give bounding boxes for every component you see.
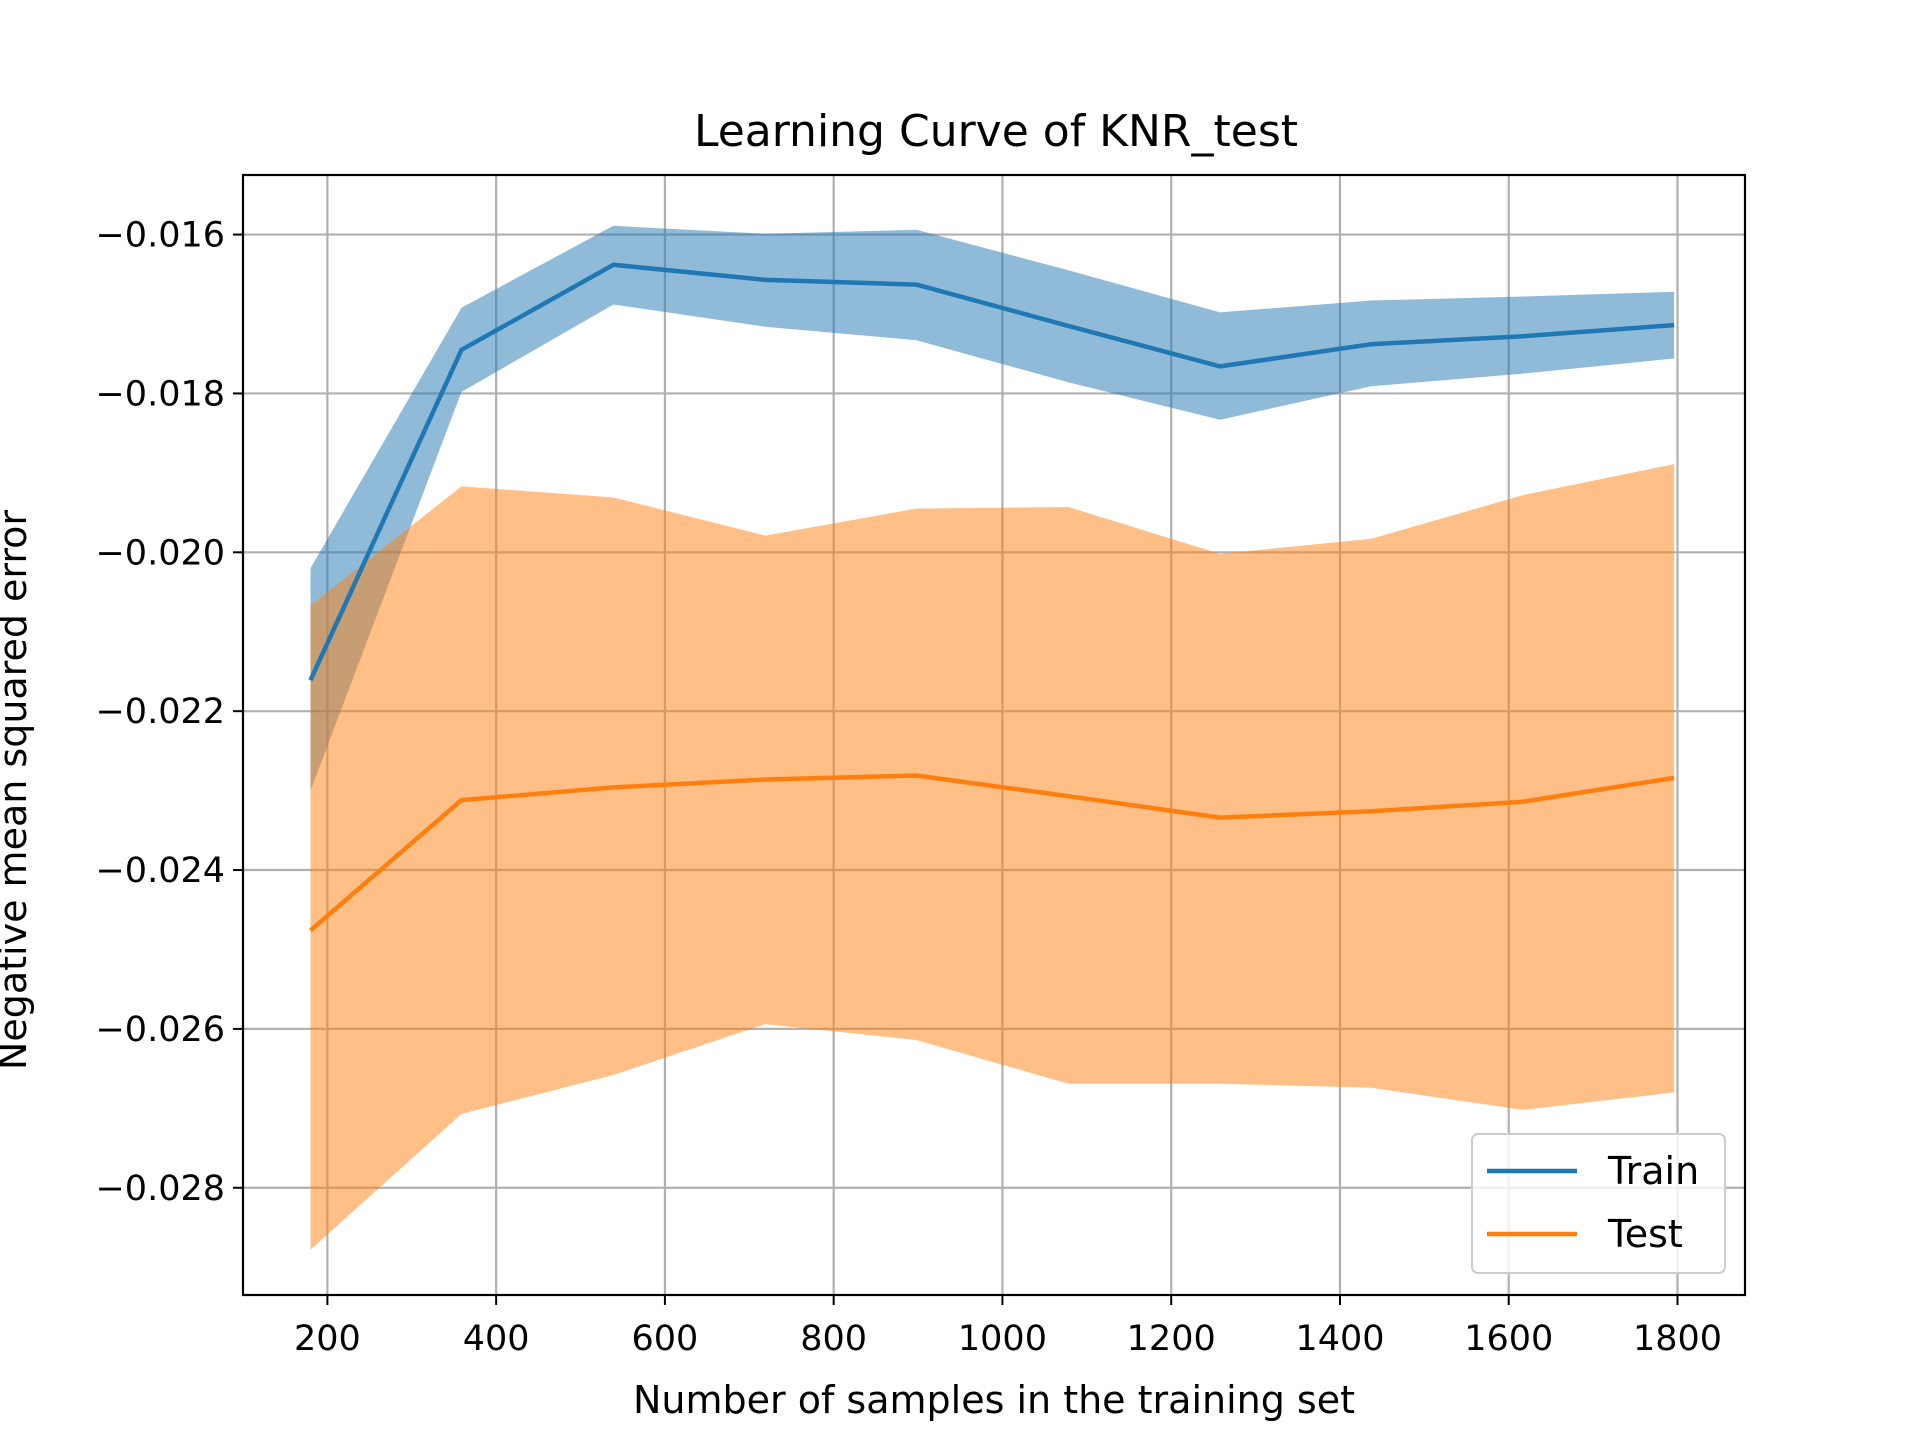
y-axis-ticks: −0.016 −0.018 −0.020 −0.022 −0.024 −0.026 −0.0… [95,216,243,1209]
x-tick-label: 1600 [1464,1319,1553,1359]
test-std-band [310,464,1675,1250]
x-axis-ticks: 200 400 600 800 1000 1200 1400 1600 1800 [294,1295,1722,1359]
x-tick-label: 600 [632,1319,699,1359]
y-tick-label: −0.016 [95,216,225,256]
x-tick-label: 800 [800,1319,867,1359]
x-tick-label: 200 [294,1319,361,1359]
train-std-band [310,225,1675,791]
legend: Train Test [1471,1133,1726,1274]
confidence-bands [310,225,1675,1250]
chart-title: Learning Curve of KNR_test [694,106,1298,157]
legend-label-test: Test [1607,1212,1683,1256]
x-tick-label: 1400 [1295,1319,1384,1359]
series-lines [308,262,1675,933]
y-tick-label: −0.028 [95,1169,225,1209]
y-axis-label: Negative mean squared error [0,510,35,1070]
x-tick-label: 400 [463,1319,530,1359]
y-tick-label: −0.024 [95,851,225,891]
x-axis-label: Number of samples in the training set [633,1378,1355,1422]
x-tick-label: 1000 [958,1319,1047,1359]
test-mean-line [309,773,1675,933]
legend-label-train: Train [1607,1149,1699,1193]
y-tick-label: −0.026 [95,1010,225,1050]
x-tick-label: 1200 [1127,1319,1216,1359]
x-tick-label: 1800 [1633,1319,1722,1359]
train-mean-line [308,262,1675,682]
y-tick-label: −0.020 [95,533,225,573]
plot-frame [241,173,1747,1297]
y-tick-label: −0.022 [95,692,225,732]
y-tick-label: −0.018 [95,374,225,414]
